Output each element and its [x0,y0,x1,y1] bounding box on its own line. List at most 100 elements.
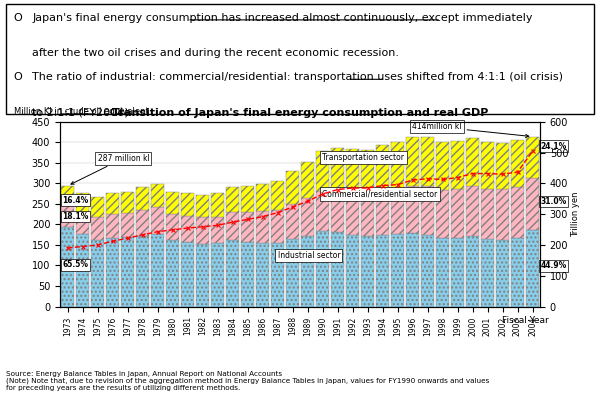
Bar [256,184,269,211]
Bar [211,217,224,243]
Bar [271,181,284,211]
Bar [91,217,104,240]
Bar [526,230,539,307]
Bar [76,234,89,307]
Bar [181,242,194,307]
Bar [181,193,194,216]
Bar [511,140,524,187]
Bar [76,213,89,234]
Bar [256,243,269,307]
Bar [481,189,494,239]
Bar [61,206,74,227]
Text: Fiscal Year: Fiscal Year [502,316,549,325]
Bar [226,241,239,307]
Bar [76,193,89,213]
Bar [241,242,254,307]
Bar [91,240,104,307]
Text: 65.5%: 65.5% [62,260,88,269]
Bar [361,236,374,307]
Text: 18.1%: 18.1% [62,212,89,221]
Title: Transition of Japan's final energy consumption and real GDP: Transition of Japan's final energy consu… [112,108,488,118]
Bar [496,189,509,240]
Bar [376,235,389,307]
Bar [121,192,134,213]
Text: after the two oil crises and during the recent economic recession.: after the two oil crises and during the … [32,48,400,58]
Bar [226,187,239,212]
Text: Source: Energy Balance Tables in Japan, Annual Report on National Accounts
(Note: Source: Energy Balance Tables in Japan, … [6,371,490,391]
Bar [241,186,254,212]
Bar [346,149,359,193]
Bar [61,186,74,206]
Bar [451,141,464,189]
Bar [166,214,179,240]
Bar [481,142,494,189]
Bar [196,217,209,244]
Text: 414million kl: 414million kl [413,122,529,138]
Bar [466,236,479,307]
Text: O: O [13,72,22,82]
Bar [196,244,209,307]
Bar [331,232,344,307]
Bar [106,238,119,307]
Bar [376,145,389,191]
Text: Commercial/residential sector: Commercial/residential sector [323,189,438,198]
Bar [331,190,344,232]
Bar [526,178,539,230]
Bar [391,234,404,307]
Bar [301,198,314,236]
Bar [466,186,479,236]
Bar [496,143,509,189]
Bar [316,231,329,307]
Bar [316,191,329,231]
Text: Transportation sector: Transportation sector [323,152,404,162]
Bar [181,216,194,242]
Bar [106,214,119,238]
Bar [241,212,254,242]
Y-axis label: Trillion yen: Trillion yen [571,191,580,237]
Bar [451,238,464,307]
Bar [286,239,299,307]
Bar [136,187,149,210]
Bar [301,236,314,307]
Bar [406,233,419,307]
Bar [286,171,299,204]
Bar [511,239,524,307]
Text: Million Kl in crude oil equivalent: Million Kl in crude oil equivalent [14,107,149,116]
Text: 44.9%: 44.9% [541,261,567,270]
Bar [271,243,284,307]
Bar [151,207,164,234]
Text: 16.4%: 16.4% [62,196,89,205]
Bar [121,213,134,237]
Bar [61,227,74,307]
Bar [346,235,359,307]
Bar [436,142,449,190]
Bar [151,184,164,207]
Bar [406,186,419,233]
Bar [391,189,404,234]
Bar [136,210,149,235]
Bar [106,193,119,214]
Bar [346,193,359,235]
Bar [211,243,224,307]
Bar [391,141,404,189]
Bar [436,238,449,307]
Text: 24.1%: 24.1% [541,141,567,151]
Bar [196,195,209,217]
FancyBboxPatch shape [6,4,594,114]
Bar [361,150,374,194]
Bar [406,138,419,186]
Bar [166,240,179,307]
Bar [301,162,314,198]
Bar [316,151,329,191]
Text: Industrial sector: Industrial sector [277,251,340,260]
Bar [361,194,374,236]
Bar [256,211,269,243]
Bar [121,237,134,307]
Text: O: O [13,13,22,23]
Bar [166,192,179,214]
Text: 287 million kl: 287 million kl [71,154,149,184]
Bar [421,138,434,186]
Text: The ratio of industrial: commercial/residential: transportation uses shifted fro: The ratio of industrial: commercial/resi… [32,72,563,82]
Bar [91,197,104,217]
Bar [511,187,524,239]
